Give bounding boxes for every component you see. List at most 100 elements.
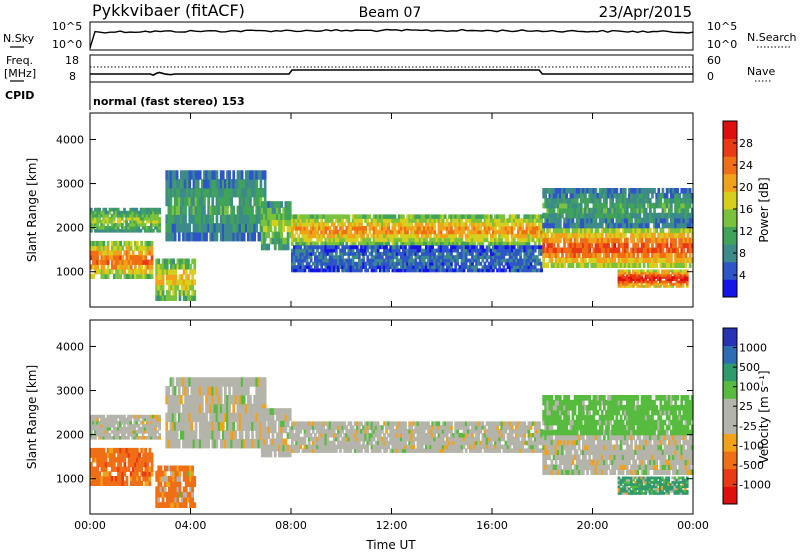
power-cell-G bbox=[435, 258, 439, 263]
sky-tick-top-right: 10^5 bbox=[707, 20, 737, 33]
velocity-cell-D bbox=[221, 421, 225, 431]
power-cell-J bbox=[621, 280, 625, 284]
power-cell-H bbox=[586, 262, 589, 268]
power-cell-A bbox=[116, 213, 120, 218]
power-cell-G bbox=[414, 258, 418, 263]
power-cell-D bbox=[196, 232, 200, 242]
power-cell-G bbox=[429, 268, 432, 273]
velocity-cell-A bbox=[90, 417, 93, 422]
power-cell-F bbox=[351, 218, 355, 223]
velocity-cell-C bbox=[191, 481, 194, 487]
power-cell-D bbox=[190, 232, 194, 242]
power-cell-J bbox=[628, 285, 631, 288]
power-cell-D bbox=[230, 188, 233, 198]
velocity-cell-B bbox=[127, 457, 131, 463]
power-colorbar-swatch bbox=[723, 121, 737, 139]
power-cell-J bbox=[677, 273, 681, 277]
power-cell-G bbox=[536, 268, 539, 273]
velocity-cell-A bbox=[150, 426, 153, 431]
velocity-cell-B bbox=[90, 471, 93, 477]
power-cell-J bbox=[679, 271, 683, 275]
power-cell-G bbox=[460, 268, 464, 273]
power-cell-H bbox=[565, 232, 568, 239]
power-cell-H bbox=[661, 257, 665, 263]
power-cell-I bbox=[621, 188, 625, 194]
power-cell-H bbox=[686, 227, 690, 234]
power-cell-H bbox=[653, 262, 656, 268]
power-cell-D bbox=[251, 179, 254, 189]
velocity-cell-D bbox=[257, 377, 261, 387]
velocity-cell-C bbox=[170, 470, 173, 477]
power-cell-H bbox=[588, 227, 591, 234]
power-cell-G bbox=[372, 255, 376, 260]
power-cell-F bbox=[527, 226, 531, 231]
power-cell-H bbox=[565, 252, 568, 258]
velocity-cell-B bbox=[104, 461, 108, 468]
power-cell-H bbox=[682, 257, 686, 263]
power-cell-D bbox=[251, 205, 254, 215]
power-cell-G bbox=[433, 261, 437, 266]
power-cell-F bbox=[391, 241, 395, 246]
power-cell-F bbox=[531, 237, 535, 243]
power-cell-F bbox=[395, 237, 399, 243]
velocity-cell-B bbox=[148, 447, 152, 454]
power-cell-D bbox=[251, 223, 254, 233]
power-cell-G bbox=[303, 268, 307, 273]
power-cell-A bbox=[143, 210, 147, 215]
power-cell-H bbox=[544, 237, 547, 244]
power-cell-D bbox=[257, 205, 261, 215]
power-cell-H bbox=[682, 237, 686, 244]
power-cell-G bbox=[422, 255, 426, 260]
power-cell-A bbox=[137, 210, 141, 215]
power-cell-F bbox=[347, 237, 351, 243]
power-cell-F bbox=[368, 241, 372, 246]
power-cell-G bbox=[492, 248, 495, 253]
power-cell-G bbox=[297, 255, 300, 260]
power-cell-H bbox=[636, 252, 640, 258]
power-cell-I bbox=[548, 202, 552, 209]
velocity-cell-B bbox=[98, 476, 102, 482]
velocity-cell-B bbox=[108, 447, 112, 454]
power-cell-H bbox=[579, 262, 583, 268]
velocity-cell-A bbox=[125, 430, 128, 434]
power-cell-G bbox=[389, 245, 393, 250]
power-cell-I bbox=[556, 207, 560, 214]
power-cell-G bbox=[456, 245, 460, 250]
power-cell-A bbox=[139, 219, 143, 224]
power-cell-F bbox=[381, 229, 384, 235]
power-cell-I bbox=[659, 202, 663, 209]
power-cell-F bbox=[381, 218, 384, 223]
power-cell-G bbox=[408, 251, 411, 256]
power-cell-I bbox=[617, 212, 621, 219]
power-cell-F bbox=[316, 229, 319, 235]
power-cell-F bbox=[477, 214, 480, 219]
velocity-cell-B bbox=[121, 476, 125, 482]
power-cell-G bbox=[309, 258, 313, 263]
power-cell-I bbox=[569, 217, 573, 224]
power-cell-F bbox=[387, 218, 390, 223]
power-cell-H bbox=[550, 242, 554, 249]
power-cell-J bbox=[669, 285, 673, 288]
freq-tick-8: 8 bbox=[69, 70, 76, 83]
velocity-cell-D bbox=[188, 403, 192, 414]
velocity-cell-A bbox=[152, 414, 155, 419]
power-cell-E bbox=[273, 231, 277, 239]
power-cell-F bbox=[527, 214, 531, 219]
power-cell-A bbox=[135, 207, 139, 212]
power-cell-F bbox=[383, 237, 386, 243]
velocity-cell-D bbox=[213, 403, 217, 414]
power-cell-F bbox=[299, 222, 303, 227]
velocity-cell-D bbox=[238, 439, 242, 449]
power-cell-D bbox=[190, 170, 194, 180]
power-cell-I bbox=[626, 197, 629, 204]
velocity-cell-A bbox=[156, 417, 159, 422]
power-cell-G bbox=[366, 268, 370, 273]
velocity-cell-A bbox=[145, 417, 149, 422]
power-cell-F bbox=[351, 237, 355, 243]
power-cell-J bbox=[644, 273, 648, 277]
power-cell-A bbox=[154, 226, 157, 230]
power-cell-C bbox=[155, 263, 158, 270]
power-cell-G bbox=[358, 248, 361, 253]
velocity-cell-D bbox=[211, 386, 215, 396]
velocity-cell-D bbox=[249, 395, 252, 405]
